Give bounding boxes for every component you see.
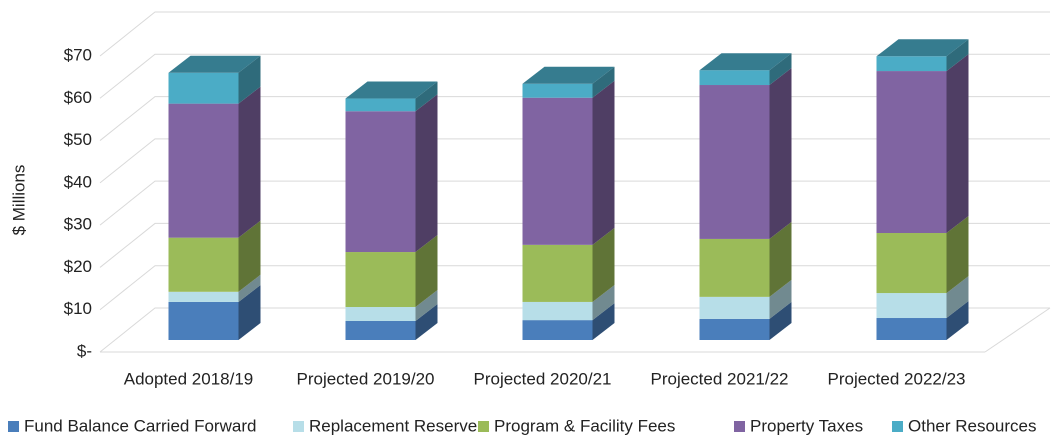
bar-side xyxy=(415,81,438,112)
y-tick-label: $10 xyxy=(64,299,92,318)
bar-segment xyxy=(699,70,770,86)
bar-side xyxy=(946,301,969,340)
bar-segment xyxy=(168,103,239,238)
y-tick-label: $50 xyxy=(64,130,92,149)
bar-segment xyxy=(522,244,593,302)
legend-swatch xyxy=(8,421,19,432)
bar-segment xyxy=(345,111,416,253)
bar-segment xyxy=(522,320,593,340)
legend-label: Other Resources xyxy=(908,416,1037,435)
bar-side xyxy=(946,276,969,319)
bar-segment xyxy=(699,238,770,297)
bar-side xyxy=(769,301,792,340)
legend-swatch xyxy=(734,421,745,432)
y-tick-label: $30 xyxy=(64,215,92,234)
legend-swatch xyxy=(892,421,903,432)
legend-label: Replacement Reserve xyxy=(309,416,477,435)
bar-side xyxy=(238,86,261,238)
bar-side xyxy=(592,303,615,340)
bar-side xyxy=(592,284,615,321)
bar-side xyxy=(769,279,792,319)
bar-side xyxy=(769,68,792,239)
bar-segment xyxy=(345,98,416,112)
legend-swatch xyxy=(478,421,489,432)
bar-side xyxy=(415,94,438,253)
bar-segment xyxy=(876,71,947,234)
y-tick-label: $70 xyxy=(64,45,92,64)
legend-swatch xyxy=(293,421,304,432)
bar-side xyxy=(415,235,438,308)
bar-side xyxy=(946,54,969,234)
legend-label: Property Taxes xyxy=(750,416,863,435)
bar-side xyxy=(946,39,969,72)
y-axis-label: $ Millions xyxy=(9,165,28,236)
bar-side xyxy=(238,55,261,104)
bar-side xyxy=(238,274,261,302)
bar-segment xyxy=(699,318,770,340)
bar-side xyxy=(769,221,792,297)
bar-segment xyxy=(699,296,770,319)
bar-side xyxy=(238,284,261,340)
bar-segment xyxy=(168,72,239,104)
bar-segment xyxy=(876,233,947,294)
x-tick-label: Projected 2022/23 xyxy=(828,369,966,388)
bar-side xyxy=(592,80,615,245)
grid-line xyxy=(99,11,1050,57)
y-tick-label: $- xyxy=(77,341,92,360)
y-tick-label: $60 xyxy=(64,88,92,107)
bar-segment xyxy=(522,97,593,245)
bar-segment xyxy=(876,293,947,319)
bar-segment xyxy=(345,252,416,308)
bar-segment xyxy=(876,318,947,340)
bar-side xyxy=(769,53,792,86)
bar-side xyxy=(592,227,615,302)
x-tick-label: Adopted 2018/19 xyxy=(124,369,254,388)
y-tick-label: $40 xyxy=(64,172,92,191)
bar-segment xyxy=(345,320,416,340)
bar-top xyxy=(699,53,792,71)
x-tick-label: Projected 2021/22 xyxy=(651,369,789,388)
bar-segment xyxy=(168,301,239,340)
bar-segment xyxy=(522,301,593,321)
bar-segment xyxy=(876,56,947,72)
y-tick-label: $20 xyxy=(64,257,92,276)
bar-segment xyxy=(168,291,239,302)
bar-side xyxy=(415,290,438,321)
bar-segment xyxy=(345,307,416,321)
bar-top xyxy=(345,81,438,99)
bar-segment xyxy=(168,237,239,292)
legend-label: Fund Balance Carried Forward xyxy=(24,416,256,435)
bar-side xyxy=(238,220,261,292)
bar-side xyxy=(946,216,969,294)
bar-segment xyxy=(522,83,593,98)
bar-side xyxy=(592,66,615,98)
floor-edge xyxy=(984,307,1051,353)
bar-side xyxy=(415,303,438,340)
bar-segment xyxy=(699,85,770,239)
bar-top xyxy=(522,66,615,84)
bar-top xyxy=(876,39,969,57)
x-tick-label: Projected 2020/21 xyxy=(474,369,612,388)
x-tick-label: Projected 2019/20 xyxy=(297,369,435,388)
bar-top xyxy=(168,55,261,73)
legend-label: Program & Facility Fees xyxy=(494,416,675,435)
